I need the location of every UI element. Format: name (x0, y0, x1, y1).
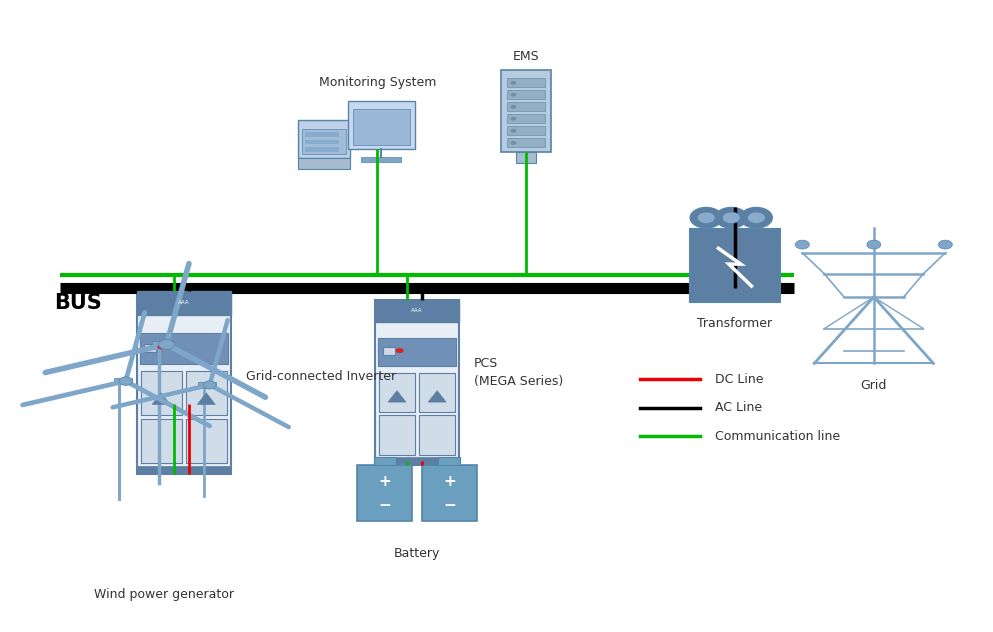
Circle shape (741, 207, 773, 228)
Text: AAA: AAA (411, 308, 423, 313)
Polygon shape (152, 393, 170, 404)
Bar (690, 229, 780, 302)
Circle shape (715, 207, 747, 228)
Bar (305, 132, 339, 137)
Bar (501, 70, 551, 152)
Circle shape (510, 141, 516, 145)
Bar (507, 78, 545, 87)
Bar (199, 382, 215, 388)
Circle shape (158, 344, 166, 349)
Text: DC Line: DC Line (715, 373, 764, 386)
Bar (377, 338, 457, 366)
Text: +: + (443, 474, 456, 489)
Bar (439, 457, 460, 465)
Circle shape (510, 81, 516, 85)
Bar (507, 126, 545, 135)
Bar (375, 300, 459, 322)
Bar (113, 378, 132, 384)
Text: Grid-connected Inverter: Grid-connected Inverter (245, 370, 396, 382)
Bar (305, 140, 339, 144)
Bar (507, 90, 545, 99)
Bar (298, 120, 350, 158)
Circle shape (204, 381, 216, 389)
Bar (375, 300, 459, 465)
Circle shape (510, 117, 516, 121)
Circle shape (510, 93, 516, 97)
Bar (186, 372, 226, 415)
Bar (137, 291, 231, 474)
Bar (361, 157, 401, 162)
Circle shape (510, 105, 516, 109)
Bar (302, 129, 346, 154)
Text: PCS
(MEGA Series): PCS (MEGA Series) (475, 357, 563, 389)
Text: Grid: Grid (861, 379, 887, 392)
Circle shape (697, 212, 715, 224)
Bar (507, 114, 545, 123)
Circle shape (159, 339, 175, 349)
Text: AC Line: AC Line (715, 401, 762, 414)
Text: Communication line: Communication line (715, 430, 840, 442)
Bar (305, 147, 339, 152)
Polygon shape (198, 393, 215, 404)
Bar (375, 457, 459, 465)
Bar (422, 465, 477, 521)
Bar (516, 152, 536, 163)
Bar (137, 466, 231, 474)
Circle shape (119, 377, 132, 386)
Text: EMS: EMS (513, 51, 539, 63)
Bar (507, 138, 545, 147)
Circle shape (690, 207, 722, 228)
Text: −: − (378, 498, 391, 513)
Text: Monitoring System: Monitoring System (319, 76, 436, 88)
Polygon shape (428, 391, 446, 402)
Bar (137, 291, 231, 315)
Circle shape (510, 129, 516, 133)
Circle shape (938, 240, 952, 249)
Circle shape (395, 348, 403, 353)
Bar (141, 419, 182, 463)
Text: +: + (378, 474, 391, 489)
Bar (379, 372, 415, 412)
Bar (379, 415, 415, 454)
Bar (383, 347, 395, 355)
Text: −: − (443, 498, 456, 513)
Circle shape (867, 240, 881, 249)
Bar (145, 344, 157, 351)
Bar (419, 372, 455, 412)
Bar (353, 109, 410, 145)
Text: Transformer: Transformer (697, 317, 773, 331)
Bar (298, 158, 350, 169)
Circle shape (795, 240, 809, 249)
Bar (348, 101, 415, 149)
Bar (357, 465, 412, 521)
Text: BUS: BUS (55, 293, 102, 313)
Bar (186, 419, 226, 463)
Polygon shape (388, 391, 406, 402)
Circle shape (748, 212, 766, 224)
Bar (141, 372, 182, 415)
Bar (373, 457, 395, 465)
Bar (152, 341, 174, 348)
Circle shape (722, 212, 740, 224)
Text: Battery: Battery (394, 547, 440, 559)
Bar (139, 333, 228, 364)
Text: Wind power generator: Wind power generator (94, 588, 233, 600)
Bar (419, 415, 455, 454)
Bar (507, 102, 545, 111)
Text: AAA: AAA (178, 300, 190, 305)
